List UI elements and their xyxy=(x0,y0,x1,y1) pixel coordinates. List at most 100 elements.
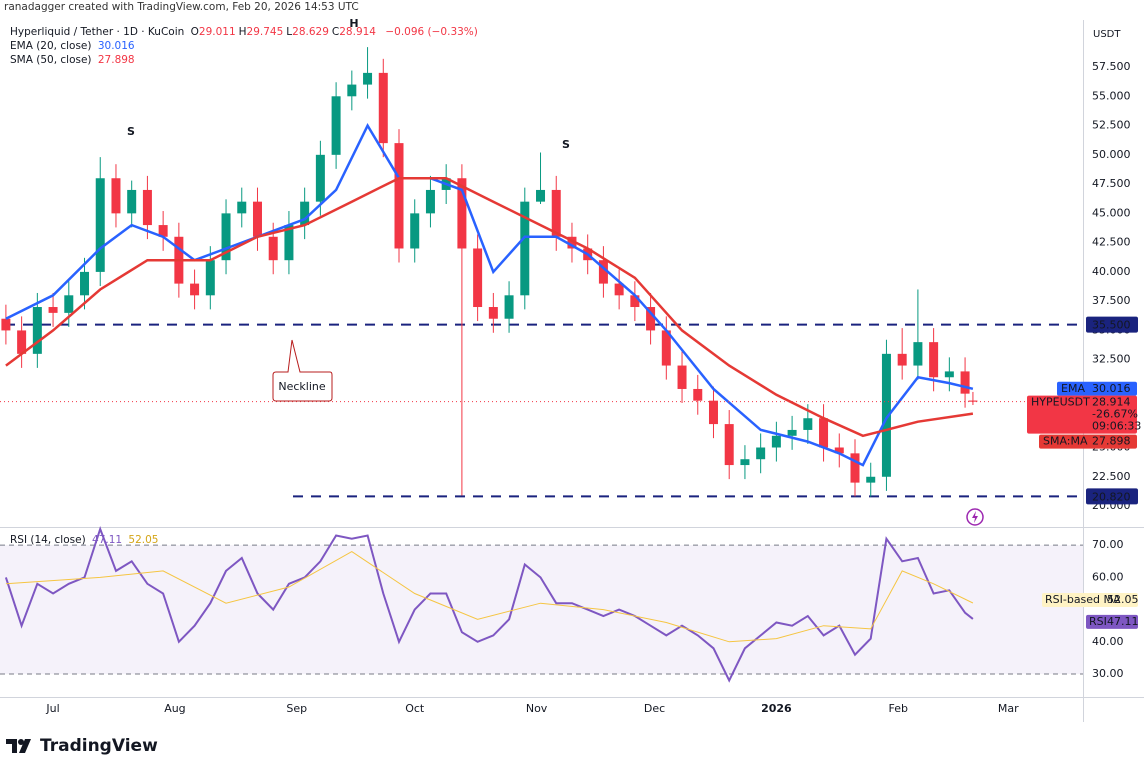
candle-body xyxy=(80,271,90,296)
candle-body xyxy=(567,236,577,249)
candle-body xyxy=(724,424,734,466)
ohlc-label: L xyxy=(286,26,293,38)
y-tick-label: 30.00 xyxy=(1092,667,1124,680)
y-tick-label: 32.500 xyxy=(1092,353,1131,366)
y-tick-label: 37.500 xyxy=(1092,294,1131,307)
pattern-label: S xyxy=(562,138,570,151)
rsi-ma-value: 52.05 xyxy=(128,534,159,546)
candle-body xyxy=(504,295,514,319)
x-tick-label: Dec xyxy=(644,702,665,715)
level-badge xyxy=(1086,316,1138,333)
candle-body xyxy=(111,178,121,214)
candle-body xyxy=(771,435,781,448)
price-badge-change: -26.67% xyxy=(1092,408,1138,421)
y-tick-label: 42.500 xyxy=(1092,236,1131,249)
credit: ranadagger created with TradingView.com,… xyxy=(4,1,359,13)
candle-body xyxy=(803,418,813,430)
ohlc-value: 29.745 xyxy=(246,26,284,38)
ohlc-label: H xyxy=(238,26,247,38)
candle-body xyxy=(300,201,310,226)
candle-body xyxy=(897,353,907,366)
logo-icon xyxy=(6,739,31,753)
rsi-badge-name: RSI-based MA xyxy=(1045,593,1121,606)
candle-body xyxy=(834,447,844,454)
candle-body xyxy=(646,307,656,331)
rsi-line xyxy=(4,525,974,683)
callout-text: Neckline xyxy=(278,380,325,393)
rsi-value: 47.11 xyxy=(92,534,123,546)
ema-name: EMA (20, close) xyxy=(10,40,92,52)
candle-body xyxy=(693,388,703,401)
rsi-title: RSI (14, close) xyxy=(10,534,86,546)
ohlc-label: O xyxy=(190,26,199,38)
candle-body xyxy=(32,307,42,354)
candle-body xyxy=(410,213,420,249)
legend-sma: SMA (50, close) 27.898 xyxy=(10,54,138,66)
y-tick-label: 55.000 xyxy=(1092,89,1131,102)
ema-badge-value: 30.016 xyxy=(1092,382,1131,395)
pattern-label: H xyxy=(349,17,358,30)
y-tick-label: 70.00 xyxy=(1092,538,1124,551)
sma-badge-value: 27.898 xyxy=(1092,435,1131,448)
candle-body xyxy=(425,189,435,214)
candle-body xyxy=(284,225,294,261)
currency: USDT xyxy=(1093,29,1121,40)
price-badge-name: HYPEUSDT xyxy=(1031,396,1090,409)
candle-body xyxy=(95,178,105,272)
x-tick-label: Aug xyxy=(164,702,185,715)
legend-rsi: RSI (14, close) 47.11 52.05 xyxy=(10,534,161,546)
candle-body xyxy=(944,371,954,378)
x-tick-label: Jul xyxy=(45,702,59,715)
candle-body xyxy=(708,400,718,425)
alert-icon xyxy=(966,508,984,526)
candle-body xyxy=(866,476,876,483)
candle-body xyxy=(960,371,970,394)
candle-body xyxy=(378,72,388,144)
x-tick-label: Nov xyxy=(526,702,548,715)
candle-body xyxy=(520,201,530,296)
candle-body xyxy=(740,459,750,466)
legend-symbol: Hyperliquid / Tether · 1D · KuCoin O29.0… xyxy=(10,26,481,38)
candle-body xyxy=(756,447,766,460)
y-tick-label: 40.000 xyxy=(1092,265,1131,278)
y-tick-label: 47.500 xyxy=(1092,177,1131,190)
candle-body xyxy=(394,143,404,249)
brand-logo: TradingView xyxy=(6,736,158,756)
ema-value: 30.016 xyxy=(97,40,135,52)
brand: TradingView xyxy=(40,736,158,756)
ohlc-value: 28.629 xyxy=(292,26,329,38)
candle-body xyxy=(630,295,640,308)
legend-ema: EMA (20, close) 30.016 xyxy=(10,40,138,52)
pattern-label: S xyxy=(127,125,135,138)
ohlc-value: 29.011 xyxy=(198,26,236,38)
candle-body xyxy=(968,400,978,402)
ohlc: O29.011 H29.745 L28.629 C28.914 xyxy=(191,26,379,38)
candle-body xyxy=(598,260,608,284)
price-badge xyxy=(1027,395,1137,434)
candle-body xyxy=(268,236,278,261)
sma-badge xyxy=(1039,434,1137,449)
candle-body xyxy=(331,96,341,155)
x-tick-label: Mar xyxy=(998,702,1019,715)
ohlc-value: 28.914 xyxy=(339,26,376,38)
sma-badge-name: SMA:MA xyxy=(1043,435,1088,448)
candle-body xyxy=(488,307,498,319)
rsi-band xyxy=(0,545,1083,675)
candle-body xyxy=(677,365,687,389)
level-label: 35.500 xyxy=(1092,319,1131,332)
candle-body xyxy=(205,260,215,296)
candle-body xyxy=(787,429,797,436)
candle-body xyxy=(315,154,325,202)
rsi-badge-name: RSI xyxy=(1089,615,1107,628)
rsi-line xyxy=(5,551,974,643)
y-tick-label: 45.000 xyxy=(1092,206,1131,219)
rsi-badge xyxy=(1086,614,1138,629)
candle-body xyxy=(457,178,467,249)
y-tick-label: 52.500 xyxy=(1092,119,1131,132)
y-tick-label: 57.500 xyxy=(1092,60,1131,73)
candle-body xyxy=(850,453,860,483)
candle-body xyxy=(127,189,137,214)
candle-body xyxy=(64,295,74,313)
price-badge-value: 28.914 xyxy=(1092,396,1131,409)
